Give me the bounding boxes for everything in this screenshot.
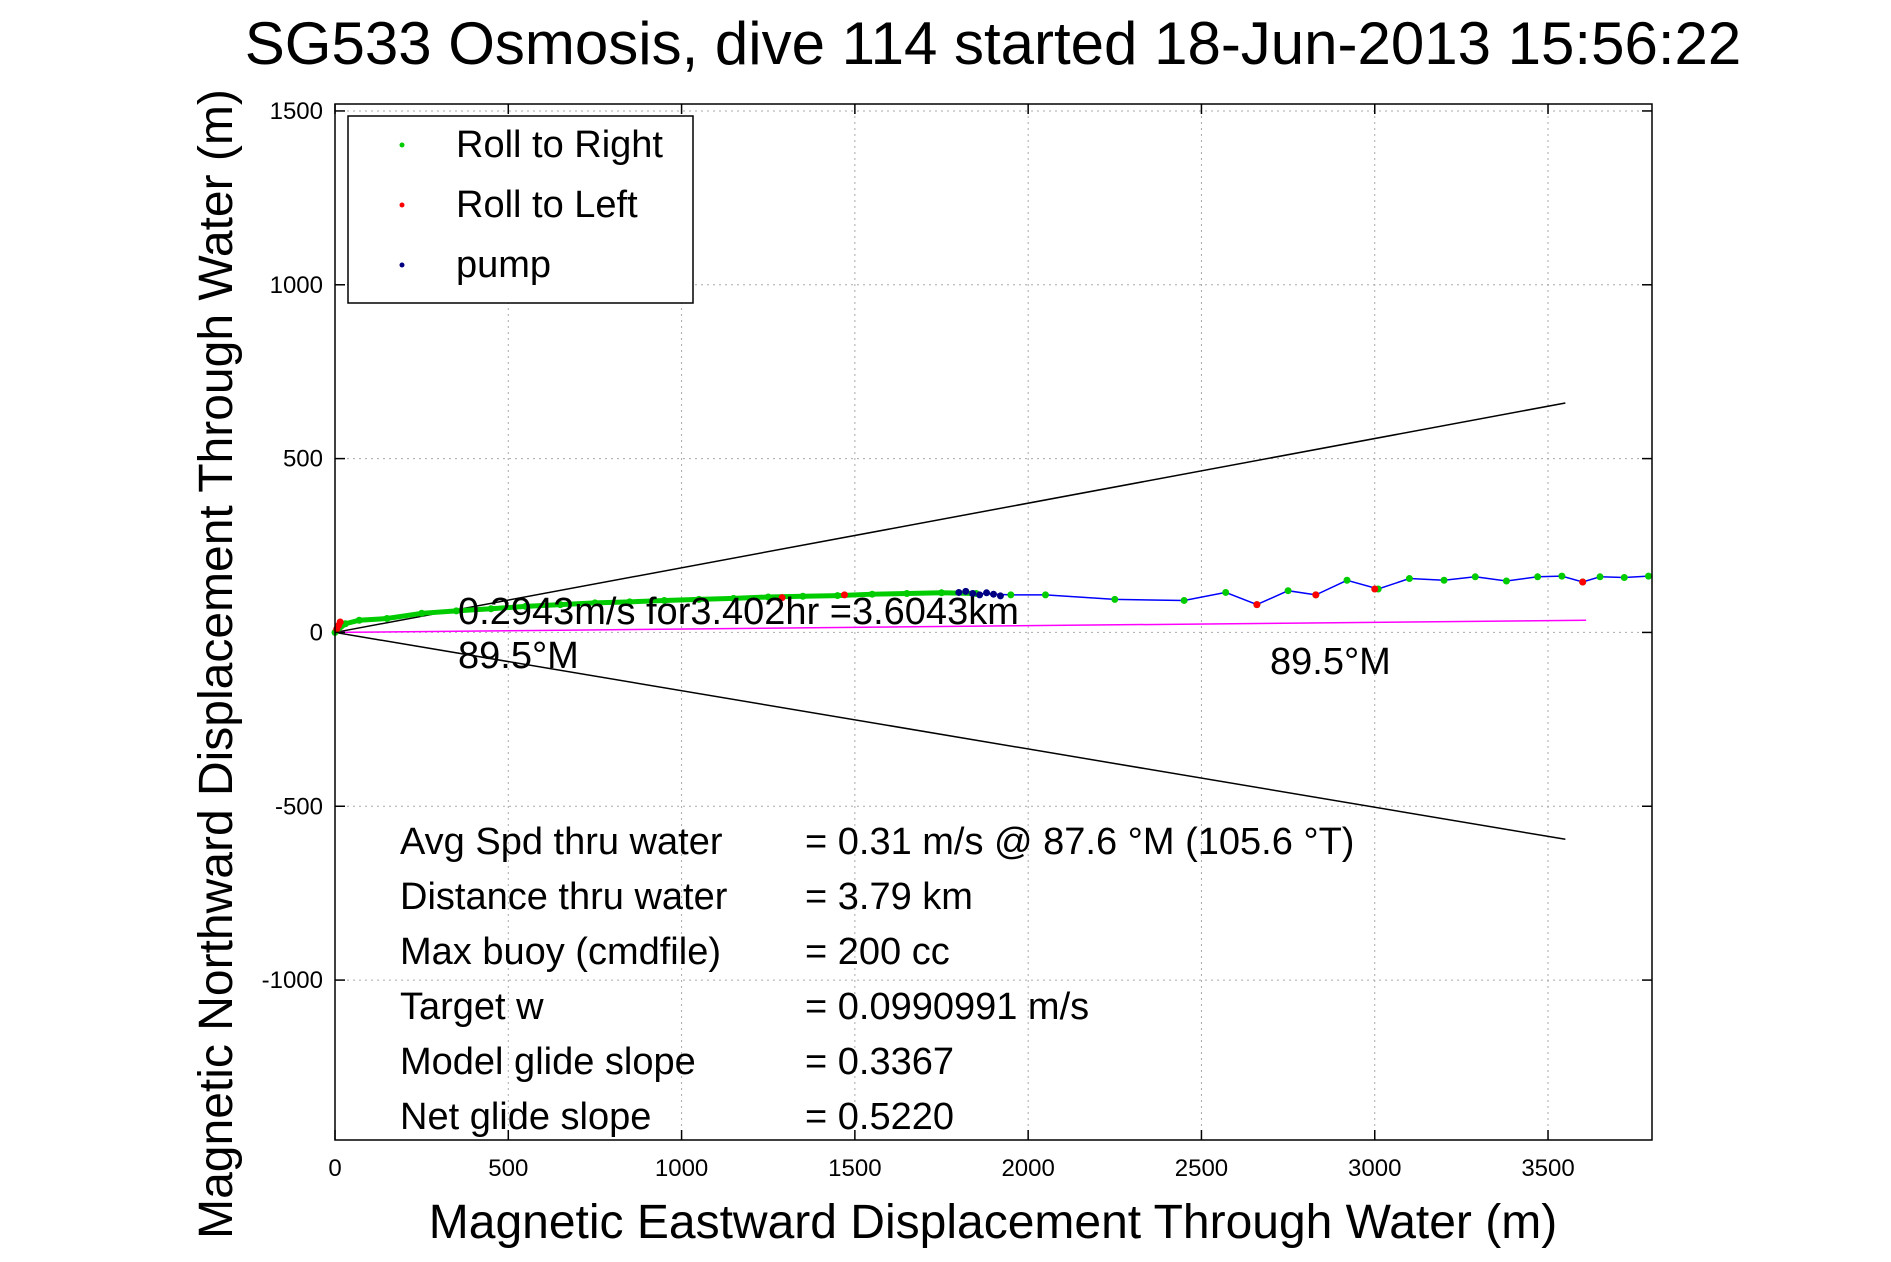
y-tick-label: 500	[283, 446, 323, 473]
data-point	[695, 595, 703, 603]
data-point	[955, 588, 963, 596]
data-point	[1558, 572, 1566, 580]
data-point	[868, 590, 876, 598]
y-tick-label: 1000	[270, 272, 323, 299]
data-point	[730, 594, 738, 602]
data-point	[938, 589, 946, 597]
data-point	[903, 589, 911, 597]
data-point	[799, 592, 807, 600]
legend-marker	[399, 202, 405, 208]
x-tick-label: 1500	[828, 1155, 881, 1182]
data-point	[778, 594, 786, 602]
data-point	[418, 609, 426, 617]
data-point	[840, 591, 848, 599]
reference-line	[334, 631, 1566, 841]
data-point	[1041, 591, 1049, 599]
data-point	[969, 589, 977, 597]
legend-label: pump	[456, 244, 551, 286]
stat-label: Distance thru water	[400, 876, 728, 918]
data-point	[1284, 587, 1292, 595]
data-point	[355, 616, 363, 624]
data-point	[1620, 574, 1628, 582]
stat-value: = 3.79 km	[805, 876, 973, 918]
legend-marker	[399, 262, 405, 268]
reference-line	[334, 402, 1566, 634]
x-tick-label: 2000	[1001, 1155, 1054, 1182]
data-point	[591, 599, 599, 607]
heading-annotation-right: 89.5°M	[1270, 641, 1391, 683]
data-point	[1007, 591, 1015, 599]
data-point	[1222, 588, 1230, 596]
y-tick-label: -500	[275, 793, 323, 820]
data-point	[452, 607, 460, 615]
data-point	[1440, 576, 1448, 584]
data-point	[1471, 573, 1479, 581]
data-point	[1371, 585, 1379, 593]
data-point	[976, 591, 984, 599]
data-point	[556, 601, 564, 609]
data-point	[1534, 573, 1542, 581]
x-tick-label: 500	[488, 1155, 528, 1182]
data-point	[834, 592, 842, 600]
data-point	[1579, 578, 1587, 586]
legend: Roll to Right Roll to Left pump	[347, 115, 694, 304]
stat-value: = 0.31 m/s @ 87.6 °M (105.6 °T)	[805, 821, 1354, 863]
speed-annotation: 0.2943m/s for3.402hr =3.6043km	[458, 591, 1019, 633]
legend-label: Roll to Right	[456, 124, 663, 166]
stat-value: = 0.3367	[805, 1041, 954, 1083]
x-tick-label: 0	[328, 1155, 341, 1182]
y-tick-label: 1500	[270, 98, 323, 125]
y-tick-label: 0	[310, 619, 323, 646]
series-layer	[331, 572, 1653, 636]
stat-label: Avg Spd thru water	[400, 821, 723, 863]
data-point	[962, 587, 970, 595]
reference-line	[334, 619, 1587, 634]
data-point	[983, 589, 991, 597]
stats-block: Avg Spd thru water = 0.31 m/s @ 87.6 °M (…	[400, 821, 1354, 1138]
stat-label: Net glide slope	[400, 1096, 651, 1138]
x-tick-label: 2500	[1175, 1155, 1228, 1182]
data-point	[1180, 596, 1188, 604]
x-tick-label: 1000	[655, 1155, 708, 1182]
legend-marker	[399, 142, 405, 148]
legend-label: Roll to Left	[456, 184, 638, 226]
plot-frame	[334, 103, 1653, 1141]
x-axis-label: Magnetic Eastward Displacement Through W…	[429, 1196, 1557, 1249]
chart-title: SG533 Osmosis, dive 114 started 18-Jun-2…	[245, 10, 1741, 77]
x-tick-label: 3000	[1348, 1155, 1401, 1182]
x-tick-label: 3500	[1521, 1155, 1574, 1182]
data-point	[996, 592, 1004, 600]
reference-lines	[334, 402, 1587, 841]
data-point	[626, 598, 634, 606]
y-tick-label: -1000	[262, 967, 323, 994]
data-point	[487, 605, 495, 613]
stat-label: Max buoy (cmdfile)	[400, 931, 721, 973]
data-point	[1502, 577, 1510, 585]
data-point	[522, 602, 530, 610]
data-point	[990, 590, 997, 598]
y-axis-label: Magnetic Northward Displacement Through …	[190, 89, 243, 1239]
data-point	[1253, 601, 1261, 609]
data-point	[1645, 572, 1653, 580]
data-point	[383, 615, 391, 623]
data-point	[660, 596, 668, 604]
axis-ticks: 0 500 1000 1500 2000 2500 3000 3500 -1000 -500 0 50…	[262, 98, 1652, 1182]
heading-annotation-left: 89.5°M	[458, 635, 579, 677]
data-point	[1343, 576, 1351, 584]
stat-label: Model glide slope	[400, 1041, 696, 1083]
stat-label: Target w	[400, 986, 544, 1028]
data-point	[1596, 573, 1604, 581]
data-point	[1405, 575, 1413, 583]
stat-value: = 0.5220	[805, 1096, 954, 1138]
stat-value: = 200 cc	[805, 931, 950, 973]
data-point	[1312, 591, 1320, 599]
stat-value: = 0.0990991 m/s	[805, 986, 1089, 1028]
data-point	[1111, 595, 1119, 603]
legend-box	[347, 115, 694, 304]
data-point	[764, 593, 772, 601]
data-point	[336, 618, 344, 626]
